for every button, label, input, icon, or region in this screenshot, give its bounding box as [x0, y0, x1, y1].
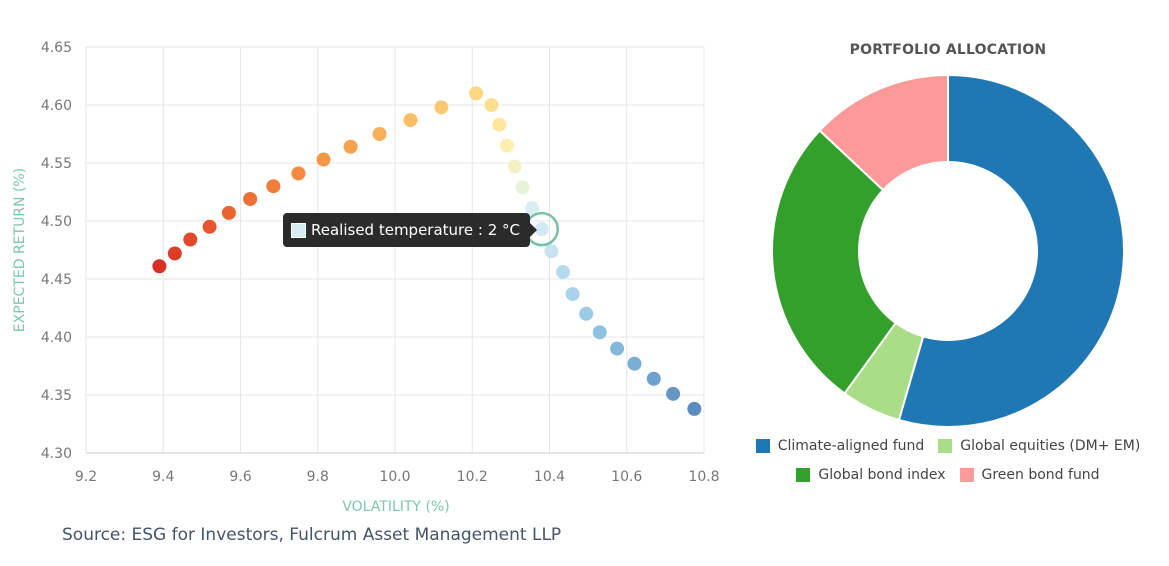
scatter-point[interactable]: [610, 341, 625, 356]
legend-label: Climate-aligned fund: [777, 438, 925, 454]
tooltip-swatch: [291, 222, 306, 238]
legend-row-2: Global bond index Green bond fund: [730, 467, 1166, 483]
scatter-chart: 9.2 9.4 9.6 9.8 10.0 10.2 10.4 10.6 10.8 4.30 4.35…: [12, 40, 720, 515]
legend-label: Green bond fund: [981, 467, 1100, 483]
tooltip-text: Realised temperature : 2 °C: [311, 221, 520, 239]
scatter-point[interactable]: [372, 127, 387, 141]
scatter-axis-ticks: 9.2 9.4 9.6 9.8 10.0 10.2 10.4 10.6 10.8 4.30 4.35…: [41, 40, 720, 485]
scatter-point[interactable]: [434, 100, 449, 115]
scatter-point[interactable]: [291, 166, 306, 181]
x-tick-label: 10.6: [611, 469, 642, 485]
legend-item-climate-aligned-fund[interactable]: Climate-aligned fund: [755, 438, 925, 454]
scatter-point[interactable]: [492, 117, 507, 132]
x-tick-label: 9.8: [307, 469, 329, 485]
donut-slice-green-bond-fund[interactable]: [818, 73, 949, 192]
scatter-point[interactable]: [627, 356, 642, 371]
scatter-point[interactable]: [646, 371, 661, 386]
scatter-point[interactable]: [666, 386, 681, 401]
scatter-point[interactable]: [507, 159, 522, 174]
x-tick-label: 9.6: [229, 469, 251, 485]
donut-slice-climate-aligned-fund[interactable]: [897, 73, 1125, 428]
x-tick-label: 10.8: [688, 469, 719, 485]
scatter-point[interactable]: [343, 139, 358, 154]
scatter-point[interactable]: [243, 191, 258, 206]
scatter-point[interactable]: [500, 138, 515, 153]
legend-swatch-green-bond-fund: [959, 468, 974, 482]
donut-chart: [771, 73, 1125, 428]
scatter-point[interactable]: [525, 201, 540, 216]
scatter-point[interactable]: [469, 86, 484, 101]
x-tick-label: 9.2: [75, 469, 97, 485]
scatter-point[interactable]: [534, 222, 549, 237]
donut-slice-global-bond-index[interactable]: [771, 129, 898, 395]
legend-swatch-climate-aligned-fund: [755, 439, 770, 453]
x-axis-label: VOLATILITY (%): [342, 499, 449, 515]
scatter-point[interactable]: [403, 113, 418, 128]
x-tick-label: 10.4: [534, 469, 565, 485]
scatter-point[interactable]: [565, 287, 580, 302]
y-tick-label: 4.30: [41, 446, 72, 462]
scatter-point[interactable]: [316, 152, 331, 167]
scatter-point[interactable]: [183, 232, 198, 247]
y-tick-label: 4.65: [41, 40, 72, 56]
y-tick-label: 4.60: [41, 98, 72, 114]
scatter-point[interactable]: [202, 219, 217, 234]
chart-tooltip: Realised temperature : 2 °C: [283, 213, 537, 247]
y-axis-label: EXPECTED RETURN (%): [12, 168, 28, 332]
tooltip-arrow: [530, 223, 537, 237]
x-tick-label: 9.4: [152, 469, 174, 485]
scatter-point[interactable]: [152, 259, 167, 274]
y-tick-label: 4.40: [41, 330, 72, 346]
scatter-point[interactable]: [687, 401, 702, 416]
x-tick-label: 10.2: [457, 469, 488, 485]
scatter-point[interactable]: [556, 265, 571, 280]
legend-label: Global equities (DM+ EM): [960, 438, 1141, 454]
y-tick-label: 4.50: [41, 214, 72, 230]
legend-row-1: Climate-aligned fund Global equities (DM…: [730, 438, 1166, 454]
legend-item-global-equities[interactable]: Global equities (DM+ EM): [938, 438, 1140, 454]
scatter-point[interactable]: [221, 205, 236, 220]
x-tick-label: 10.0: [379, 469, 410, 485]
source-note: Source: ESG for Investors, Fulcrum Asset…: [62, 525, 562, 545]
scatter-point[interactable]: [484, 98, 499, 112]
y-tick-label: 4.45: [41, 272, 72, 288]
legend-swatch-global-equities: [938, 439, 953, 453]
legend-item-green-bond-fund[interactable]: Green bond fund: [959, 467, 1100, 483]
y-tick-label: 4.55: [41, 156, 72, 172]
scatter-point[interactable]: [592, 325, 607, 340]
donut-title: PORTFOLIO ALLOCATION: [849, 42, 1047, 58]
scatter-point[interactable]: [266, 179, 281, 194]
scatter-points: [152, 86, 702, 416]
scatter-point[interactable]: [515, 180, 530, 195]
scatter-point[interactable]: [544, 244, 559, 259]
legend-item-global-bond-index[interactable]: Global bond index: [796, 467, 946, 483]
scatter-point[interactable]: [167, 246, 182, 261]
scatter-point[interactable]: [579, 306, 594, 321]
legend-swatch-global-bond-index: [796, 468, 811, 482]
y-tick-label: 4.35: [41, 388, 72, 404]
legend-label: Global bond index: [818, 467, 946, 483]
